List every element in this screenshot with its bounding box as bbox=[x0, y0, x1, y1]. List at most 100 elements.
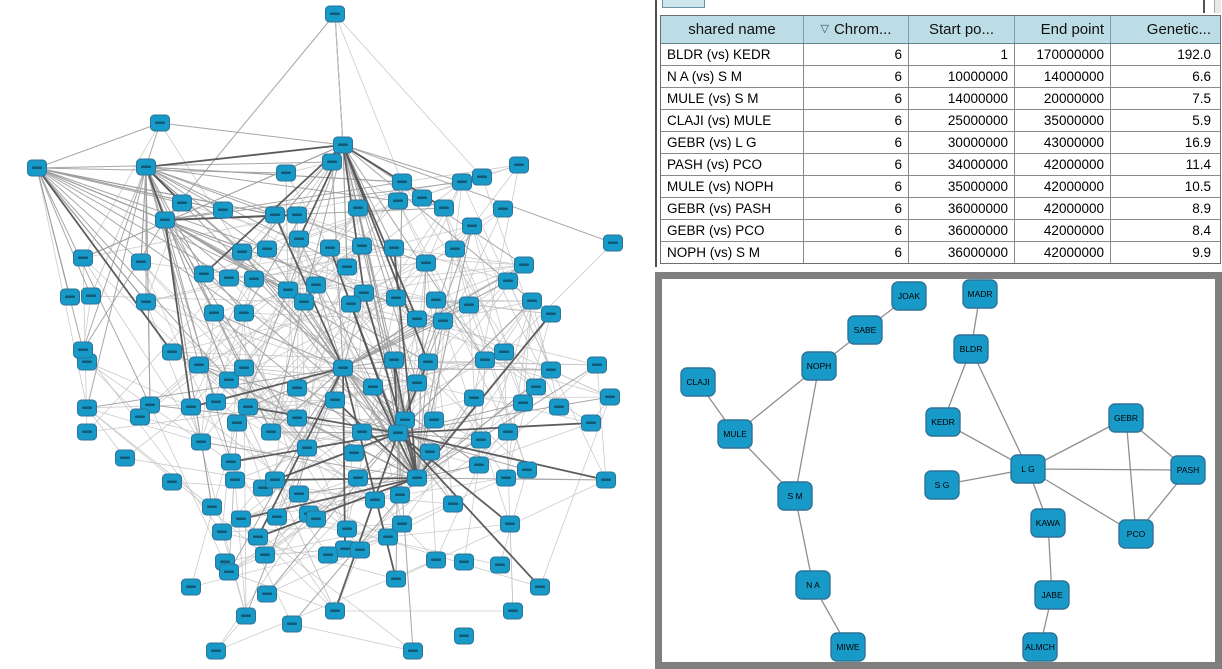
network-node[interactable] bbox=[77, 399, 97, 417]
network-node[interactable] bbox=[306, 276, 326, 294]
network-node[interactable] bbox=[73, 341, 93, 359]
network-node[interactable] bbox=[472, 168, 492, 186]
table-row[interactable]: MULE (vs) S M 6 14000000 20000000 7.5 bbox=[661, 88, 1220, 110]
network-edge[interactable] bbox=[1027, 468, 1189, 471]
network-node[interactable] bbox=[348, 199, 368, 217]
network-node[interactable] bbox=[257, 585, 277, 603]
column-header-end-point[interactable]: End point bbox=[1015, 16, 1111, 43]
network-node[interactable] bbox=[500, 515, 520, 533]
network-node[interactable] bbox=[541, 361, 561, 379]
network-node[interactable] bbox=[603, 234, 623, 252]
network-node[interactable] bbox=[498, 423, 518, 441]
network-node[interactable] bbox=[236, 607, 256, 625]
network-node[interactable] bbox=[549, 398, 569, 416]
network-node[interactable] bbox=[306, 510, 326, 528]
network-edge[interactable] bbox=[1027, 468, 1137, 535]
network-node[interactable] bbox=[433, 312, 453, 330]
network-node[interactable] bbox=[130, 408, 150, 426]
network-node[interactable] bbox=[181, 578, 201, 596]
network-node-sabe[interactable]: SABE bbox=[847, 315, 883, 345]
network-node-s-m[interactable]: S M bbox=[777, 481, 813, 511]
network-node[interactable] bbox=[191, 433, 211, 451]
network-node[interactable] bbox=[418, 353, 438, 371]
sort-filter-icon[interactable]: ▽ bbox=[820, 23, 829, 35]
network-node[interactable] bbox=[189, 356, 209, 374]
network-node[interactable] bbox=[318, 546, 338, 564]
network-node[interactable] bbox=[155, 211, 175, 229]
network-node[interactable] bbox=[267, 508, 287, 526]
network-node[interactable] bbox=[386, 289, 406, 307]
network-node[interactable] bbox=[522, 292, 542, 310]
network-node[interactable] bbox=[248, 528, 268, 546]
network-node[interactable] bbox=[350, 541, 370, 559]
network-node[interactable] bbox=[392, 515, 412, 533]
network-node[interactable] bbox=[206, 393, 226, 411]
network-node[interactable] bbox=[325, 391, 345, 409]
network-node[interactable] bbox=[384, 351, 404, 369]
network-node[interactable] bbox=[162, 343, 182, 361]
network-node[interactable] bbox=[514, 256, 534, 274]
network-node[interactable] bbox=[234, 304, 254, 322]
network-node[interactable] bbox=[81, 287, 101, 305]
network-node[interactable] bbox=[496, 469, 516, 487]
network-node[interactable] bbox=[392, 173, 412, 191]
column-header-shared-name[interactable]: shared name bbox=[661, 16, 804, 43]
network-node[interactable] bbox=[407, 310, 427, 328]
network-node[interactable] bbox=[403, 642, 423, 660]
network-node[interactable] bbox=[232, 243, 252, 261]
network-edge[interactable] bbox=[970, 348, 1029, 470]
network-node[interactable] bbox=[471, 431, 491, 449]
network-node[interactable] bbox=[426, 551, 446, 569]
network-node[interactable] bbox=[213, 201, 233, 219]
network-edge[interactable] bbox=[794, 495, 814, 586]
network-node-almch[interactable]: ALMCH bbox=[1022, 632, 1058, 662]
network-node[interactable] bbox=[443, 495, 463, 513]
network-node[interactable] bbox=[131, 253, 151, 271]
network-node[interactable] bbox=[289, 485, 309, 503]
network-node[interactable] bbox=[517, 461, 537, 479]
network-node[interactable] bbox=[462, 217, 482, 235]
table-row[interactable]: PASH (vs) PCO 6 34000000 42000000 11.4 bbox=[661, 154, 1220, 176]
network-node[interactable] bbox=[475, 351, 495, 369]
network-node[interactable] bbox=[464, 389, 484, 407]
network-node[interactable] bbox=[244, 270, 264, 288]
network-node-kedr[interactable]: KEDR bbox=[925, 407, 961, 437]
network-node[interactable] bbox=[434, 199, 454, 217]
network-node[interactable] bbox=[287, 409, 307, 427]
subnetwork-canvas[interactable]: JOAK MADR SABE NOPH BLDR CLAJI MULE KEDR GEBR L G… bbox=[662, 279, 1215, 662]
table-row[interactable]: GEBR (vs) PCO 6 36000000 42000000 8.4 bbox=[661, 220, 1220, 242]
network-node[interactable] bbox=[333, 136, 353, 154]
network-node-kawa[interactable]: KAWA bbox=[1030, 508, 1066, 538]
table-row[interactable]: MULE (vs) NOPH 6 35000000 42000000 10.5 bbox=[661, 176, 1220, 198]
network-node[interactable] bbox=[181, 398, 201, 416]
network-node[interactable] bbox=[469, 456, 489, 474]
network-node[interactable] bbox=[219, 371, 239, 389]
network-node[interactable] bbox=[445, 240, 465, 258]
network-node[interactable] bbox=[261, 423, 281, 441]
tab-fragment[interactable] bbox=[662, 0, 705, 8]
network-node-s-g[interactable]: S G bbox=[924, 470, 960, 500]
network-node[interactable] bbox=[231, 510, 251, 528]
network-edge[interactable] bbox=[794, 365, 820, 497]
network-node[interactable] bbox=[581, 414, 601, 432]
network-node[interactable] bbox=[452, 173, 472, 191]
network-node-mule[interactable]: MULE bbox=[717, 419, 753, 449]
network-node[interactable] bbox=[294, 293, 314, 311]
network-node[interactable] bbox=[150, 114, 170, 132]
network-node[interactable] bbox=[320, 239, 340, 257]
network-node[interactable] bbox=[287, 379, 307, 397]
network-node[interactable] bbox=[384, 239, 404, 257]
network-node[interactable] bbox=[420, 443, 440, 461]
table-row[interactable]: N A (vs) S M 6 10000000 14000000 6.6 bbox=[661, 66, 1220, 88]
table-row[interactable]: NOPH (vs) S M 6 36000000 42000000 9.9 bbox=[661, 242, 1220, 263]
network-node[interactable] bbox=[322, 153, 342, 171]
network-node-pash[interactable]: PASH bbox=[1170, 455, 1206, 485]
network-node[interactable] bbox=[255, 546, 275, 564]
network-node-noph[interactable]: NOPH bbox=[801, 351, 837, 381]
network-node[interactable] bbox=[407, 469, 427, 487]
network-node[interactable] bbox=[257, 240, 277, 258]
network-node[interactable] bbox=[390, 486, 410, 504]
network-node[interactable] bbox=[388, 424, 408, 442]
network-node[interactable] bbox=[289, 230, 309, 248]
overview-network-canvas[interactable] bbox=[0, 0, 655, 669]
